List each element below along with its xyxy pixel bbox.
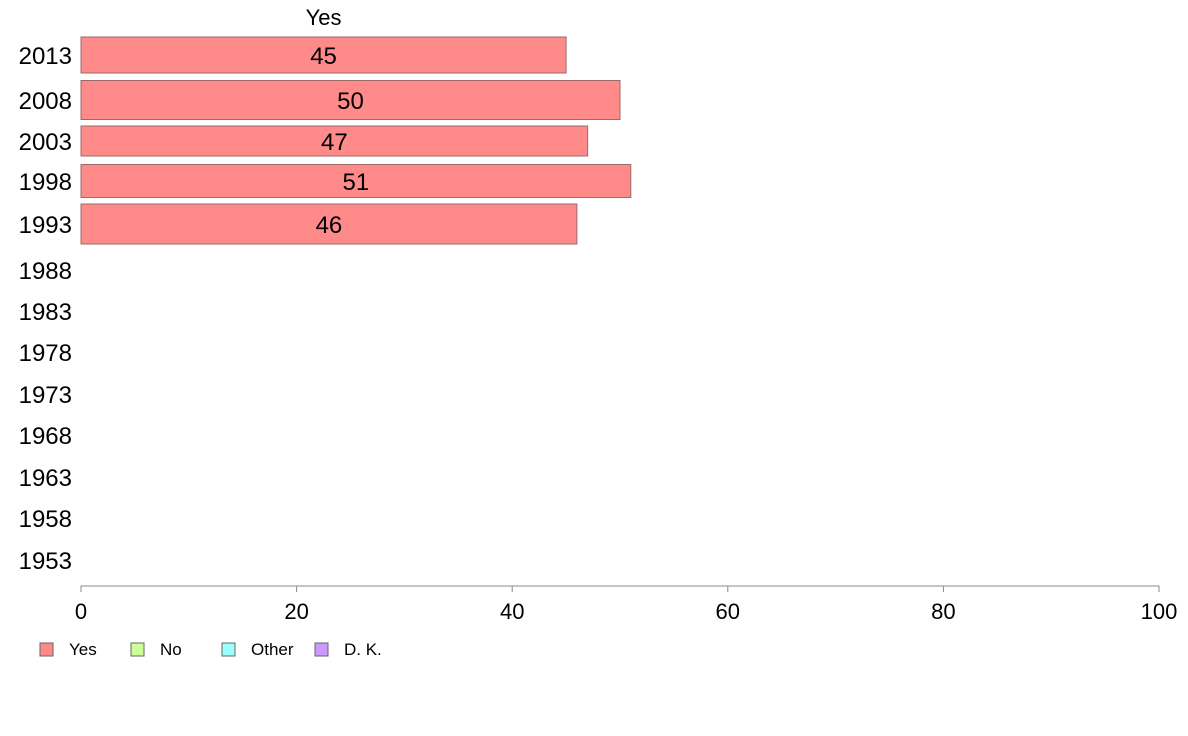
y-axis-labels: 2013 2008 2003 1998 1993 1988 1983 1978 1973 1968… — [19, 43, 72, 575]
legend-label-other: Other — [251, 640, 294, 659]
x-tick-label: 80 — [931, 599, 955, 624]
y-tick-label: 1998 — [19, 169, 72, 196]
bar-yes-2008 — [80, 80, 621, 120]
y-tick-label: 1953 — [19, 548, 72, 575]
x-tick-label: 40 — [500, 599, 524, 624]
bars — [80, 36, 632, 245]
y-tick-label: 1963 — [19, 465, 72, 492]
y-tick-label: 1973 — [19, 382, 72, 409]
legend-swatch-d-k — [314, 642, 329, 657]
legend-label-no: No — [160, 640, 182, 659]
legend-swatch-yes — [39, 642, 54, 657]
legend-label-yes: Yes — [69, 640, 97, 659]
legend-label-d-k: D. K. — [344, 640, 382, 659]
x-tick-label: 20 — [284, 599, 308, 624]
data-label: 46 — [316, 212, 343, 239]
series-header-group: Yes — [306, 5, 342, 30]
bar-yes-2013 — [80, 36, 567, 74]
y-tick-label: 1983 — [19, 299, 72, 326]
x-tick-label: 0 — [75, 599, 87, 624]
y-tick-label: 1968 — [19, 423, 72, 450]
y-tick-label: 1993 — [19, 212, 72, 239]
bar-yes-1993 — [80, 203, 578, 245]
bar-yes-1998 — [80, 164, 632, 198]
y-tick-label: 1958 — [19, 506, 72, 533]
y-tick-label: 1978 — [19, 340, 72, 367]
data-label: 47 — [321, 129, 348, 156]
data-label: 45 — [310, 43, 337, 70]
y-tick-label: 1988 — [19, 258, 72, 285]
y-tick-label: 2008 — [19, 88, 72, 115]
legend-swatch-other — [221, 642, 236, 657]
bar-yes-2003 — [80, 125, 589, 157]
y-tick-label: 2013 — [19, 43, 72, 70]
series-header: Yes — [306, 5, 342, 30]
x-tick-label: 100 — [1141, 599, 1178, 624]
data-label: 50 — [337, 88, 364, 115]
x-tick-label: 60 — [716, 599, 740, 624]
y-tick-label: 2003 — [19, 129, 72, 156]
legend-swatch-no — [130, 642, 145, 657]
data-label: 51 — [343, 169, 370, 196]
x-axis: 0 20 40 60 80 100 — [75, 585, 1178, 624]
legend: Yes No Other D. K. — [39, 640, 382, 659]
